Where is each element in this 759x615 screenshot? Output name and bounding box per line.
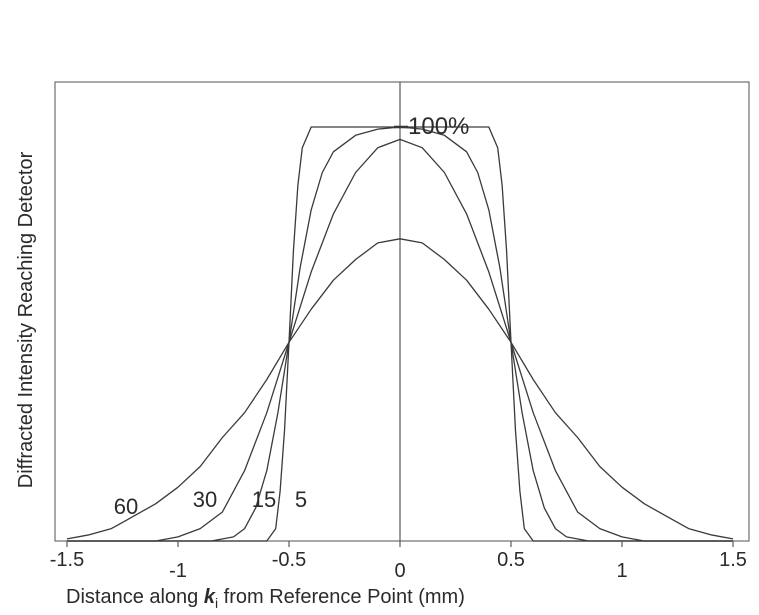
x-axis-title-suffix: from Reference Point (mm) (218, 586, 465, 608)
series-label-30: 30 (193, 487, 217, 512)
x-tick-label: 1.5 (719, 549, 747, 571)
x-axis-ticks: -1.5 -1 -0.5 0 0.5 1 1.5 (50, 541, 747, 582)
x-tick-label: 1 (616, 560, 627, 582)
series-line-15 (67, 126, 733, 542)
x-tick-label: 0 (394, 560, 405, 582)
x-tick-label: -1.5 (50, 549, 84, 571)
x-axis-title-prefix: Distance along (66, 586, 204, 608)
series-line-30 (67, 138, 733, 542)
series-label-60: 60 (114, 494, 138, 519)
peak-annotation: 100% (408, 113, 469, 140)
x-axis-title-symbol: k (204, 586, 216, 608)
series-labels: 5 15 30 60 (114, 487, 307, 519)
x-tick-label: -1 (169, 560, 187, 582)
x-axis-title: Distance along ki from Reference Point (… (66, 586, 465, 611)
y-axis-title: Diffracted Intensity Reaching Detector (15, 151, 37, 488)
x-axis-title-subscript: i (215, 595, 218, 611)
plot-frame (54, 81, 750, 542)
series-line-60 (66, 238, 734, 540)
series-label-5: 5 (295, 487, 307, 512)
series-lines (66, 126, 734, 542)
x-tick-label: 0.5 (497, 549, 525, 571)
series-label-15: 15 (252, 487, 276, 512)
x-tick-label: -0.5 (272, 549, 306, 571)
